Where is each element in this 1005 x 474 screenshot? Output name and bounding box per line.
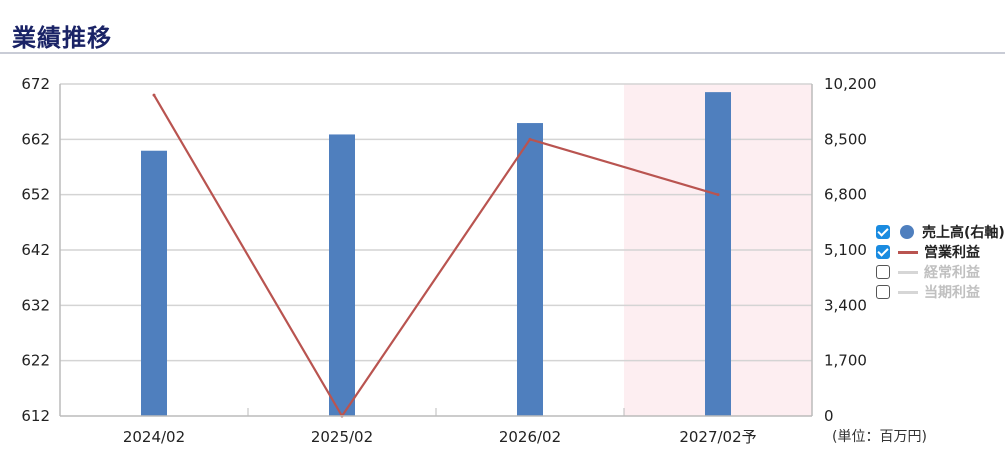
y-right-tick-label: 8,500: [824, 130, 867, 148]
net-profit-checkbox[interactable]: [876, 285, 890, 299]
y-left-tick-label: 652: [21, 186, 50, 204]
y-right-tick-label: 6,800: [824, 186, 867, 204]
operating-profit-point: [528, 137, 532, 141]
y-right-tick-label: 3,400: [824, 296, 867, 314]
title-divider: [0, 52, 1005, 54]
sales-checkbox[interactable]: [876, 225, 890, 239]
y-left-tick-label: 612: [21, 407, 50, 425]
page-title: 業績推移: [12, 24, 112, 52]
y-left-tick-label: 642: [21, 241, 50, 259]
legend-label: 営業利益: [924, 245, 980, 261]
y-left-tick-label: 672: [21, 75, 50, 93]
unit-note: (単位：百万円): [832, 429, 927, 445]
x-tick-label: 2026/02: [499, 428, 561, 446]
legend-item-sales[interactable]: 売上高(右軸): [876, 222, 1005, 242]
x-tick-label: 2025/02: [311, 428, 373, 446]
operating-profit-line: [153, 94, 719, 418]
legend-label: 売上高(右軸): [922, 225, 1005, 241]
y-left-tick-label: 662: [21, 130, 50, 148]
line-series-marker-icon: [898, 270, 918, 274]
operating-profit-checkbox[interactable]: [876, 245, 890, 259]
x-tick-label: 2024/02: [123, 428, 185, 446]
ordinary-profit-checkbox[interactable]: [876, 265, 890, 279]
legend-label: 当期利益: [924, 285, 980, 301]
y-right-tick-label: 0: [824, 407, 834, 425]
operating-profit-point: [716, 193, 720, 197]
legend-item-operating-profit[interactable]: 営業利益: [876, 242, 1005, 262]
chart-legend: 売上高(右軸) 営業利益 経常利益 当期利益: [876, 222, 1005, 302]
sales-bar: [705, 92, 731, 416]
line-series-marker-icon: [898, 290, 918, 294]
sales-bar: [141, 150, 167, 416]
sales-bar: [517, 123, 543, 416]
x-tick-label: 2027/02予: [679, 428, 756, 446]
sales-bar: [329, 134, 355, 416]
legend-label: 経常利益: [924, 265, 980, 281]
y-right-tick-label: 5,100: [824, 241, 867, 259]
y-right-tick-label: 10,200: [824, 75, 877, 93]
y-left-tick-label: 632: [21, 296, 50, 314]
bar-series-marker-icon: [900, 225, 914, 239]
legend-item-net-profit[interactable]: 当期利益: [876, 282, 1005, 302]
operating-profit-point: [152, 93, 156, 97]
y-left-tick-label: 622: [21, 352, 50, 370]
legend-item-ordinary-profit[interactable]: 経常利益: [876, 262, 1005, 282]
y-right-tick-label: 1,700: [824, 352, 867, 370]
line-series-marker-icon: [898, 250, 918, 254]
